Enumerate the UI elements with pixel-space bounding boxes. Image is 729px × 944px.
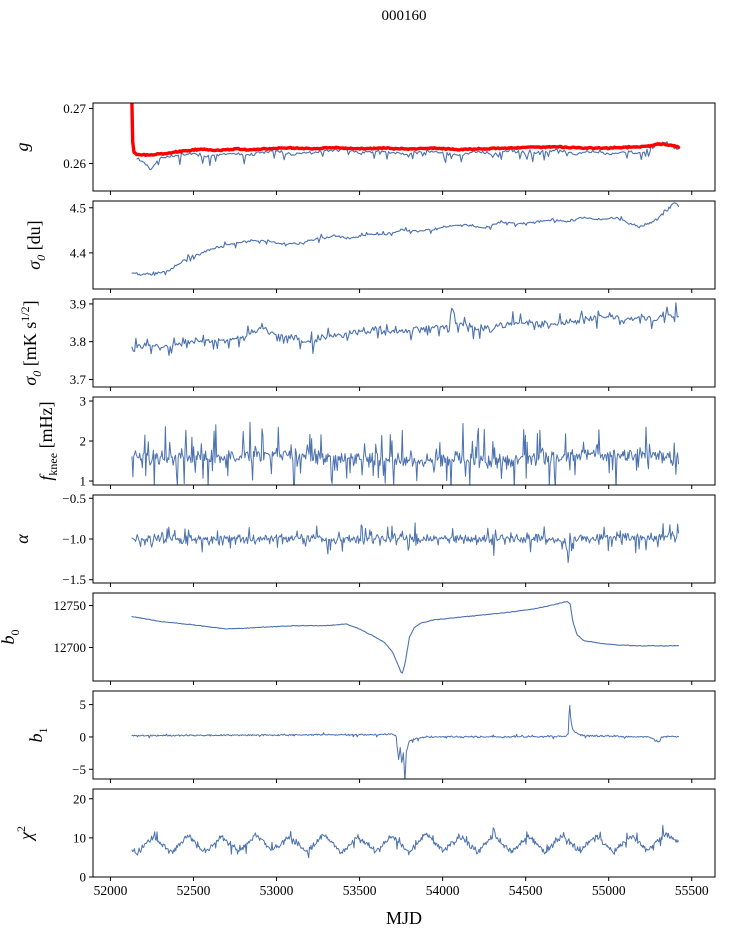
subplot-alpha: −0.5 −1.0 −1.5 α	[12, 491, 716, 587]
x-tick-label: 52000	[94, 883, 128, 898]
y-axis-label-b1: b1	[26, 728, 50, 743]
y-axis-label-sigma0-du: σ0 [du]	[24, 220, 48, 269]
series-g-fit	[130, 103, 681, 157]
series-chi2	[131, 824, 679, 859]
y-tick-label: 12700	[54, 640, 87, 655]
axes-frame	[92, 102, 716, 192]
y-tick-label: 0	[80, 729, 87, 744]
axes-frame	[92, 788, 716, 878]
y-tick-label: 0	[80, 870, 87, 885]
x-tick-label: 53500	[343, 883, 377, 898]
axes-frame	[92, 592, 716, 682]
chart-title: 000160	[381, 8, 427, 24]
y-tick-label: −1.5	[62, 572, 86, 587]
y-tick-label: −5	[72, 762, 86, 777]
axes-frame	[92, 396, 716, 486]
series-sigma0-mK	[131, 302, 680, 356]
axes-frame	[92, 690, 716, 780]
y-tick-label: 3.7	[70, 372, 87, 387]
y-axis-label-sigma0-mK: σ0 [mK s1/2]	[18, 300, 44, 385]
axes-frame	[92, 494, 716, 584]
series-b0	[131, 600, 680, 674]
y-tick-label: −1.0	[62, 532, 86, 547]
x-axis-label: MJD	[386, 908, 422, 928]
y-tick-label: 5	[80, 697, 87, 712]
y-tick-label: −0.5	[62, 491, 86, 506]
subplot-g: 0.26 0.27 g	[12, 101, 716, 195]
y-axis-label-b0: b0	[0, 630, 22, 645]
y-tick-label: 3.8	[70, 334, 86, 349]
y-tick-label: 4.4	[70, 245, 87, 260]
y-axis-label-f-knee: fknee [mHz]	[36, 401, 60, 480]
series-f-knee	[131, 421, 679, 485]
axes-frame	[92, 200, 716, 290]
y-tick-label: 4.5	[70, 200, 86, 215]
subplot-sigma0-mK: 3.7 3.8 3.9 σ0 [mK s1/2]	[18, 296, 716, 391]
y-axis-label-alpha: α	[12, 534, 32, 544]
subplot-sigma0-du: 4.4 4.5 σ0 [du]	[24, 200, 716, 293]
y-tick-label: 3.9	[70, 296, 86, 311]
x-tick-label: 55000	[592, 883, 626, 898]
y-tick-label: 0.26	[63, 156, 86, 171]
y-tick-label: 20	[73, 791, 86, 806]
y-tick-label: 10	[73, 830, 86, 845]
y-tick-label: 2	[80, 434, 87, 449]
subplot-b0: 12700 12750 b0	[0, 592, 716, 685]
x-tick-label: 54000	[426, 883, 460, 898]
y-tick-label: 0.27	[63, 101, 86, 116]
axes-frame	[92, 298, 716, 388]
y-tick-label: 3	[80, 394, 87, 409]
series-b1	[131, 704, 679, 779]
series-g-raw	[136, 141, 680, 171]
x-tick-label: 53000	[260, 883, 294, 898]
subplot-f-knee: 1 2 3 fknee [mHz]	[36, 394, 716, 489]
subplot-chi2: 0 10 20 χ2	[14, 788, 716, 885]
x-tick-label: 55500	[675, 883, 709, 898]
y-tick-label: 1	[80, 474, 87, 489]
x-tick-label: 54500	[509, 883, 543, 898]
y-axis-label-g: g	[12, 143, 32, 152]
subplot-b1: −5 0 5 b1	[26, 690, 716, 783]
y-axis-label-chi2: χ2	[14, 826, 36, 842]
series-alpha	[131, 522, 679, 564]
series-sigma0-du	[131, 202, 680, 276]
y-tick-label: 12750	[54, 598, 87, 613]
x-tick-label: 52500	[177, 883, 211, 898]
